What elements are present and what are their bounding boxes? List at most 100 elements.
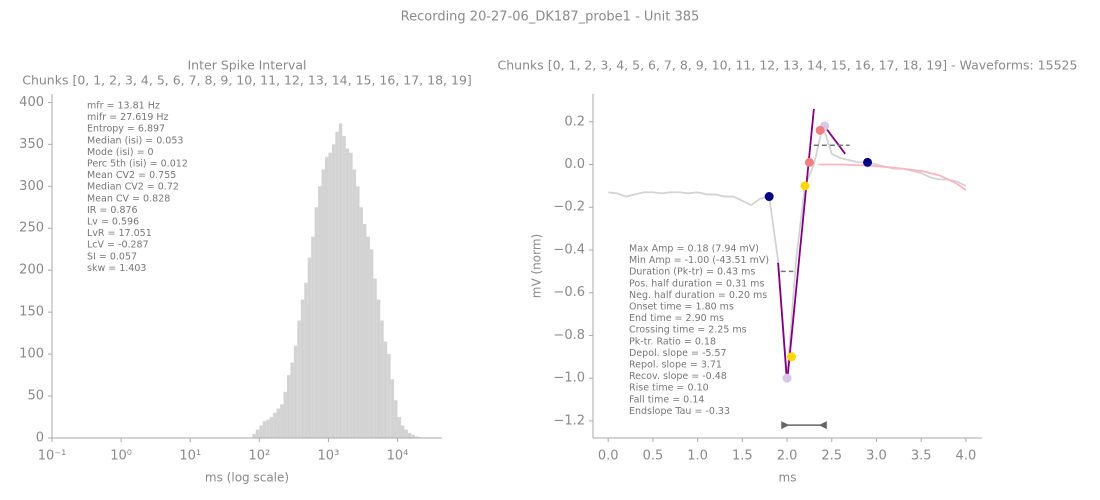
annotation: Crossing time = 2.25 ms	[629, 325, 747, 336]
y-tick-label: −0.2	[553, 200, 585, 215]
line	[818, 163, 967, 191]
y-tick-label: 250	[19, 221, 44, 236]
histogram-bar	[338, 123, 343, 439]
histogram-bar	[356, 186, 360, 438]
line	[786, 108, 815, 383]
x-tick-label: 2.0	[777, 449, 798, 464]
y-tick-label: 100	[19, 347, 44, 362]
histogram-bar	[328, 152, 332, 439]
histogram-bar	[273, 412, 277, 438]
histogram-bar	[380, 320, 384, 438]
histogram-bar	[387, 354, 391, 438]
histogram-bar	[293, 345, 298, 438]
x-tick-label: 1.5	[732, 449, 753, 464]
histogram-bar	[321, 169, 325, 438]
histogram-bar	[331, 144, 336, 438]
annotation: Depol. slope = -5.57	[629, 348, 727, 359]
annotation: Mean CV2 = 0.755	[87, 170, 176, 181]
y-tick-label: 0	[36, 431, 44, 446]
y-axis-label: mV (norm)	[530, 234, 544, 298]
x-axis-label: ms (log scale)	[205, 471, 289, 485]
annotation: Entropy = 6.897	[87, 124, 165, 135]
annotation: Neg. half duration = 0.20 ms	[629, 290, 767, 301]
annotation: Min Amp = -1.00 (-43.51 mV)	[629, 255, 769, 266]
annotation: Duration (Pk-tr) = 0.43 ms	[629, 267, 755, 278]
annotation: End time = 2.90 ms	[629, 313, 724, 324]
annotation: Repol. slope = 3.71	[629, 360, 722, 371]
histogram-bar	[318, 186, 322, 438]
y-tick-label: −1.0	[553, 371, 585, 386]
histogram-bar	[259, 425, 263, 438]
x-tick-label: 3.0	[866, 449, 887, 464]
x-tick-label: 10⁻¹	[38, 449, 67, 464]
figure-title: Recording 20-27-06_DK187_probe1 - Unit 3…	[401, 10, 700, 25]
arrow-head	[818, 421, 827, 430]
annotation: Median CV2 = 0.72	[87, 182, 179, 193]
histogram-bar	[276, 408, 281, 438]
annotation: Max Amp = 0.18 (7.94 mV)	[629, 244, 759, 255]
histogram-bar	[324, 156, 329, 439]
histogram-bar	[345, 148, 350, 438]
histogram-bar	[369, 249, 374, 438]
annotation: Pos. half duration = 0.31 ms	[629, 278, 764, 289]
histogram-bar	[304, 282, 308, 438]
annotation: SI = 0.057	[87, 251, 137, 262]
annotation: Perc 5th (isi) = 0.012	[87, 159, 188, 170]
histogram-bar	[342, 135, 346, 438]
x-tick-label: 10⁴	[387, 449, 409, 464]
y-tick-label: 0.2	[564, 114, 585, 129]
x-axis-label: ms	[779, 471, 797, 485]
y-tick-label: 50	[27, 389, 44, 404]
histogram-bar	[352, 169, 357, 438]
point	[804, 157, 814, 167]
x-tick-label: 10⁰	[110, 449, 132, 464]
annotation: Endslope Tau = -0.33	[629, 406, 730, 417]
histogram-bar	[404, 429, 408, 438]
x-tick-label: 4.0	[956, 449, 977, 464]
histogram-bar	[411, 434, 415, 438]
point	[815, 125, 825, 135]
y-tick-label: −0.8	[553, 328, 585, 343]
annotation: skw = 1.403	[87, 263, 146, 274]
x-tick-label: 10³	[318, 449, 340, 464]
annotation: LvR = 17.051	[87, 228, 152, 239]
point	[764, 192, 774, 202]
x-tick-label: 10¹	[179, 449, 201, 464]
annotation: IR = 0.876	[87, 205, 138, 216]
histogram-bar	[290, 362, 294, 438]
chart-subtitle: Chunks [0, 1, 2, 3, 4, 5, 6, 7, 8, 9, 10…	[22, 73, 472, 88]
histogram-bar	[286, 375, 291, 438]
x-tick-label: 2.5	[821, 449, 842, 464]
histogram-bar	[394, 400, 398, 438]
point	[863, 157, 873, 167]
chart-title: Chunks [0, 1, 2, 3, 4, 5, 6, 7, 8, 9, 10…	[498, 58, 1078, 73]
histogram-bar	[414, 436, 419, 438]
histogram-bar	[307, 257, 312, 438]
histogram-bar	[252, 433, 256, 438]
histogram-bar	[366, 236, 370, 438]
chart-title: Inter Spike Interval	[188, 58, 307, 73]
histogram-bar	[269, 417, 274, 438]
annotation: Onset time = 1.80 ms	[629, 302, 734, 313]
histogram-bar	[390, 379, 395, 438]
histogram-bar	[349, 152, 353, 439]
y-tick-label: 150	[19, 305, 44, 320]
y-tick-label: −0.6	[553, 285, 585, 300]
annotation: LcV = -0.287	[87, 240, 149, 251]
x-tick-label: 3.5	[911, 449, 932, 464]
arrow-head	[781, 421, 790, 430]
histogram-bar	[376, 299, 381, 438]
x-tick-label: 0.0	[598, 449, 619, 464]
y-tick-label: 350	[19, 137, 44, 152]
y-tick-label: −0.4	[553, 242, 585, 257]
y-tick-label: 300	[19, 179, 44, 194]
histogram-bar	[311, 236, 315, 438]
y-tick-label: 200	[19, 263, 44, 278]
y-tick-label: 400	[19, 95, 44, 110]
histogram-bar	[283, 391, 287, 438]
annotation: Recov. slope = -0.48	[629, 371, 727, 382]
histogram-bar	[362, 224, 367, 438]
annotation: mfr = 13.81 Hz	[87, 101, 160, 112]
histogram-bar	[359, 207, 363, 438]
annotation: Mode (isi) = 0	[87, 147, 154, 158]
